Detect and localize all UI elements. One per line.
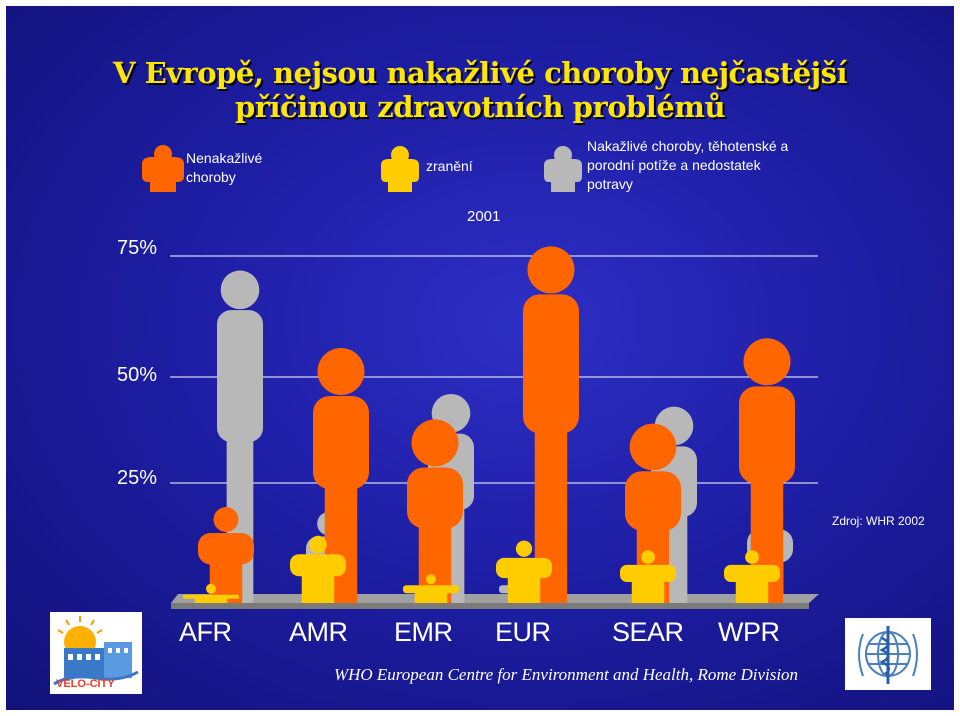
- region-label-afr: AFR: [179, 617, 232, 647]
- figure-noncommunicable-amr: [313, 347, 369, 603]
- chart-floor: [171, 594, 819, 603]
- region-label-sear: SEAR: [612, 617, 684, 647]
- year-label: 2001: [467, 208, 501, 225]
- title-line-1: V Evropě, nejsou nakažlivé choroby nejča…: [112, 56, 848, 90]
- legend-figure-noncommunicable-icon: [142, 145, 184, 192]
- legend-label-injuries: zranění: [426, 158, 473, 174]
- figure-injuries-sear: [620, 550, 676, 603]
- footer-credit: WHO European Centre for Environment and …: [333, 665, 799, 684]
- chart-floor-edge: [171, 603, 809, 609]
- figure-noncommunicable-wpr: [739, 338, 795, 603]
- region-label-wpr: WPR: [718, 617, 780, 647]
- who-emblem-icon: [858, 626, 918, 684]
- velo-city-logo-text: VELO-CITY: [56, 678, 115, 690]
- velo-city-logo-graphic: [53, 616, 139, 686]
- slide: V Evropě, nejsou nakažlivé choroby nejča…: [6, 6, 954, 710]
- figure-injuries-afr: [183, 583, 239, 603]
- figure-injuries-eur: [496, 540, 552, 603]
- figure-injuries-emr: [403, 574, 459, 603]
- ytick-25: 25%: [117, 467, 158, 489]
- who-logo: [845, 618, 931, 690]
- chart-area: [170, 246, 819, 609]
- figure-injuries-wpr: [724, 550, 780, 603]
- legend-label-communicable: Nakažlivé choroby, těhotenské a porodní …: [587, 138, 789, 192]
- ytick-75: 75%: [117, 237, 158, 259]
- title-line-2: příčinou zdravotních problémů: [234, 90, 726, 124]
- figure-injuries-amr: [290, 535, 346, 603]
- velo-city-logo: VELO-CITY: [50, 612, 142, 694]
- legend-figure-injuries-icon: [381, 146, 419, 192]
- legend-figure-communicable-icon: [544, 146, 582, 192]
- ytick-50: 50%: [117, 364, 158, 386]
- legend-label-noncommunicable: Nenakažlivé choroby: [186, 150, 263, 185]
- source-note: Zdroj: WHR 2002: [832, 514, 925, 528]
- region-label-amr: AMR: [289, 617, 348, 647]
- region-label-emr: EMR: [394, 617, 453, 647]
- figure-noncommunicable-afr: [198, 506, 254, 603]
- region-label-eur: EUR: [495, 617, 551, 647]
